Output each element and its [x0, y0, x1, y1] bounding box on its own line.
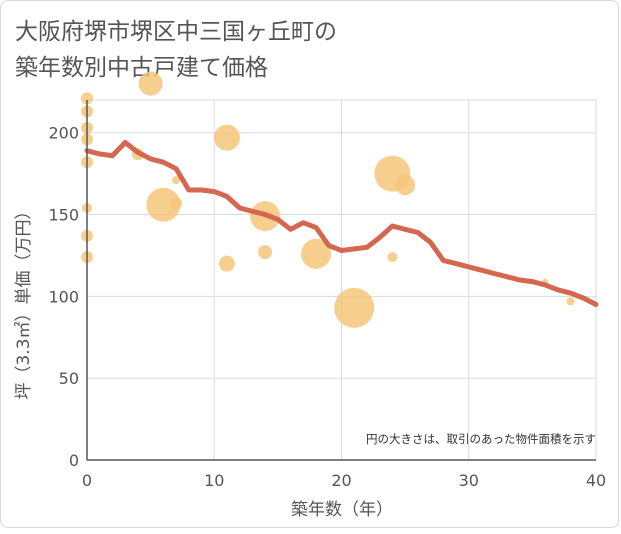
x-tick-label: 30 [459, 471, 479, 490]
data-bubble [213, 124, 240, 151]
data-bubble [218, 255, 235, 272]
y-axis-label: 坪（3.3㎡）単価（万円） [14, 202, 34, 399]
data-bubble [81, 92, 93, 105]
title-line-1: 大阪府堺市堺区中三国ヶ丘町の [15, 19, 337, 45]
data-bubble [146, 187, 181, 222]
data-bubble [172, 176, 181, 185]
data-bubble [258, 245, 273, 260]
x-axis-label: 築年数（年） [291, 500, 393, 520]
data-bubble [334, 287, 375, 328]
x-tick-label: 40 [586, 471, 606, 490]
size-annotation: 円の大きさは、取引のあった物件面積を示す [366, 432, 596, 446]
y-tick-label: 150 [48, 206, 79, 225]
bubble-layer [81, 71, 575, 328]
y-tick-label: 200 [48, 124, 79, 143]
y-tick-label: 100 [48, 287, 79, 306]
data-bubble [387, 252, 398, 263]
axes-layer: 0 50 100 150 200 0 10 20 30 40 [48, 100, 606, 490]
data-bubble [170, 197, 183, 210]
x-tick-label: 10 [204, 471, 224, 490]
y-tick-label: 50 [59, 369, 79, 388]
x-tick-label: 20 [331, 471, 351, 490]
chart-title: 大阪府堺市堺区中三国ヶ丘町の 築年数別中古戸建て価格 [15, 14, 575, 86]
data-bubble [395, 175, 416, 196]
data-bubble [566, 297, 575, 306]
data-bubble [138, 71, 163, 96]
y-tick-label: 0 [69, 451, 79, 470]
x-tick-label: 0 [82, 471, 92, 490]
data-bubble [301, 238, 332, 269]
average-price-line [84, 140, 599, 307]
trend-line-layer [84, 140, 599, 307]
